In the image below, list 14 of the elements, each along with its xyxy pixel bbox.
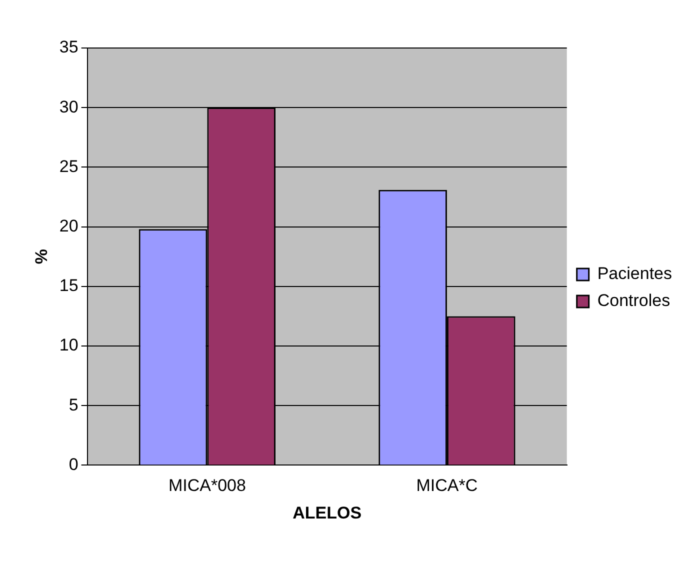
legend-label: Pacientes: [597, 264, 672, 284]
legend-label: Controles: [597, 291, 670, 310]
y-axis-title: %: [32, 249, 51, 264]
y-tick-label: 10: [59, 336, 78, 355]
y-tick-label: 35: [59, 38, 78, 57]
y-tick-label: 5: [68, 395, 78, 414]
y-tick-label: 30: [59, 97, 78, 116]
x-axis-title: ALELOS: [292, 503, 362, 522]
y-tick-label: 0: [68, 454, 78, 474]
y-tick-label: 15: [59, 276, 78, 296]
x-tick-label: MICA*008: [168, 476, 246, 496]
x-tick-label: MICA*C: [416, 476, 478, 496]
y-tick-label: 25: [59, 156, 78, 176]
y-tick-label: 20: [59, 216, 78, 236]
